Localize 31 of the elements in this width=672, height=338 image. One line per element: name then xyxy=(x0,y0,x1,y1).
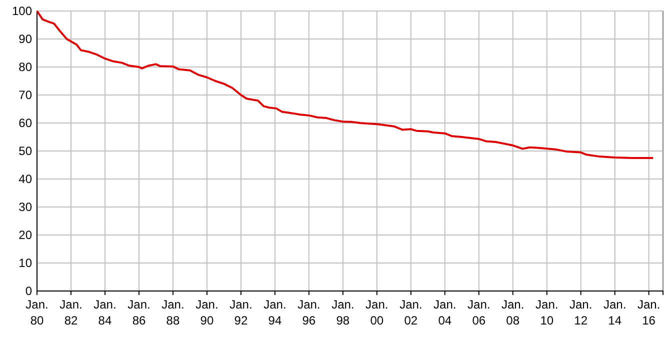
x-tick-label: Jan. 00 xyxy=(366,298,388,328)
x-tick-label: Jan. 06 xyxy=(468,298,490,328)
y-tick-label: 80 xyxy=(18,60,32,74)
x-tick-label: Jan. 86 xyxy=(128,298,150,328)
line-series xyxy=(36,10,654,159)
y-tick-label: 70 xyxy=(18,88,32,102)
y-tick-label: 20 xyxy=(18,228,32,242)
y-tick-label: 40 xyxy=(18,172,32,186)
x-tick-label: Jan. 98 xyxy=(332,298,354,328)
y-tick-label: 10 xyxy=(18,256,32,270)
y-tick-label: 0 xyxy=(25,284,32,298)
y-tick-label: 60 xyxy=(18,116,32,130)
x-tick-label: Jan. 88 xyxy=(162,298,184,328)
x-tick-label: Jan. 04 xyxy=(434,298,456,328)
y-tick-label: 90 xyxy=(18,32,32,46)
x-tick-label: Jan. 80 xyxy=(26,298,48,328)
x-tick-label: Jan. 94 xyxy=(264,298,286,328)
y-tick-label: 30 xyxy=(18,200,32,214)
x-tick-label: Jan. 90 xyxy=(196,298,218,328)
x-tick-label: Jan. 08 xyxy=(502,298,524,328)
x-tick-label: Jan. 92 xyxy=(230,298,252,328)
x-tick-label: Jan. 16 xyxy=(637,298,660,328)
y-tick-label: 100 xyxy=(12,4,32,18)
x-tick-label: Jan. 10 xyxy=(536,298,558,328)
x-tick-label: Jan. 84 xyxy=(94,298,116,328)
x-tick-label: Jan. 12 xyxy=(569,298,592,328)
x-tick-label: Jan. 82 xyxy=(60,298,82,328)
x-tick-label: Jan. 96 xyxy=(298,298,320,328)
x-tick-label: Jan. 14 xyxy=(604,298,626,328)
y-tick-label: 50 xyxy=(18,144,32,158)
x-tick-label: Jan. 02 xyxy=(400,298,422,328)
